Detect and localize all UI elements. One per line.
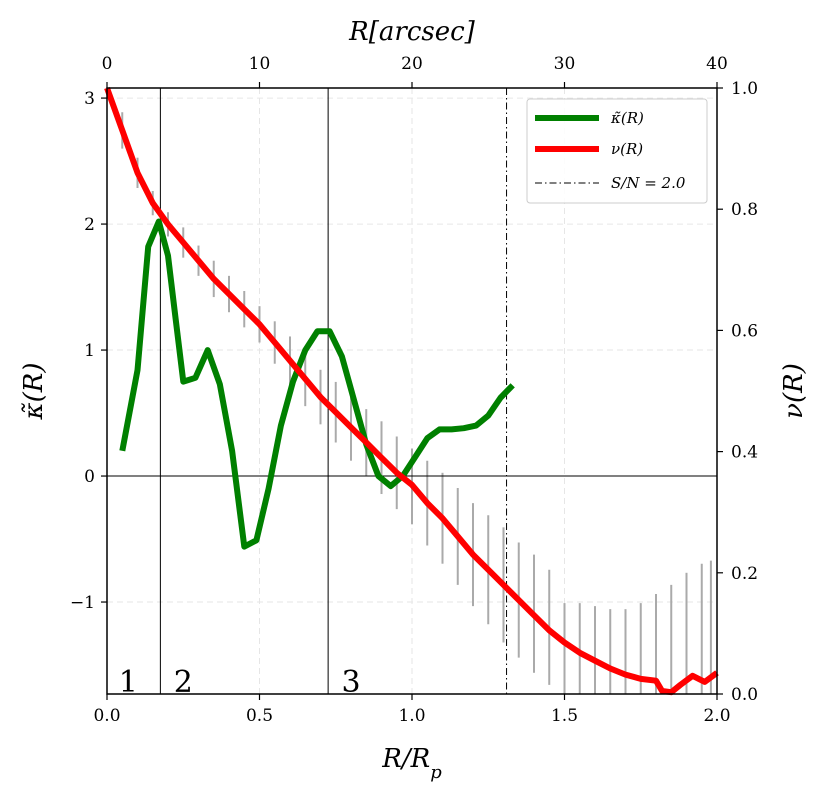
left-tick-label: 0 xyxy=(84,467,95,487)
legend-box xyxy=(526,98,708,204)
right-tick-label: 0.2 xyxy=(731,564,758,584)
region-label: 2 xyxy=(174,665,193,700)
x-tick-label: 1.5 xyxy=(551,706,578,726)
left-axis-title: κ̃(R) xyxy=(19,363,49,421)
top-tick-label: 40 xyxy=(706,54,728,74)
x-tick-label: 2.0 xyxy=(703,706,730,726)
right-tick-label: 0.6 xyxy=(731,321,758,341)
left-tick-label: 3 xyxy=(84,89,95,109)
legend: κ̃(R) ν(R) S/N = 2.0 xyxy=(526,98,708,204)
region-labels: 1 2 3 xyxy=(119,665,361,700)
reference-lines xyxy=(107,88,717,694)
top-tick-label: 10 xyxy=(249,54,271,74)
right-tick-label: 0.0 xyxy=(731,685,758,705)
top-tick-label: 20 xyxy=(401,54,423,74)
top-tick-label: 0 xyxy=(102,54,113,74)
legend-label-sn: S/N = 2.0 xyxy=(611,174,686,192)
x-tick-label: 1.0 xyxy=(398,706,425,726)
left-tick-label: 2 xyxy=(84,215,95,235)
left-tick-label: 1 xyxy=(84,341,95,361)
top-axis-title: R[arcsec] xyxy=(348,17,476,47)
legend-label-nu: ν(R) xyxy=(611,140,643,158)
nu-series-line xyxy=(104,86,719,696)
ticks: 0.0 0.5 1.0 1.5 2.0 0 10 20 30 40 −1 0 1 2 3 0.0 0.2 0.4 0… xyxy=(70,54,758,726)
kappa-series-line xyxy=(119,218,515,550)
legend-label-kappa: κ̃(R) xyxy=(610,109,644,127)
right-tick-label: 0.8 xyxy=(731,200,758,220)
top-tick-label: 30 xyxy=(554,54,576,74)
left-tick-label: −1 xyxy=(70,593,95,613)
right-tick-label: 1.0 xyxy=(731,79,758,99)
region-label: 3 xyxy=(341,665,360,700)
series-layer xyxy=(104,86,719,696)
x-tick-label: 0.0 xyxy=(93,706,120,726)
x-tick-label: 0.5 xyxy=(246,706,273,726)
region-label: 1 xyxy=(119,665,138,700)
right-tick-label: 0.4 xyxy=(731,443,758,463)
right-axis-title: ν(R) xyxy=(779,363,809,419)
